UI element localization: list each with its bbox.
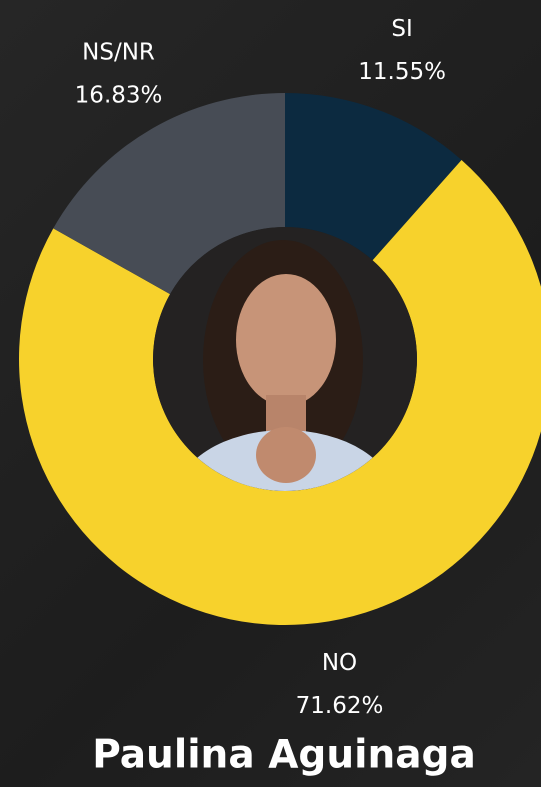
slice-label: NO [322,650,357,676]
value-label: 16.83% [75,83,163,109]
slice-label: NS/NR [82,40,155,66]
chart-title: Paulina Aguinaga [92,733,476,778]
page: Paulina Aguinaga SI 11.55% NO 71.62% NS/NR 16… [0,0,541,787]
value-label: 71.62% [296,693,384,719]
value-label: 11.55% [358,59,446,85]
slice-label: SI [391,16,412,42]
chart: Paulina Aguinaga SI 11.55% NO 71.62% NS/NR 16… [0,0,541,787]
